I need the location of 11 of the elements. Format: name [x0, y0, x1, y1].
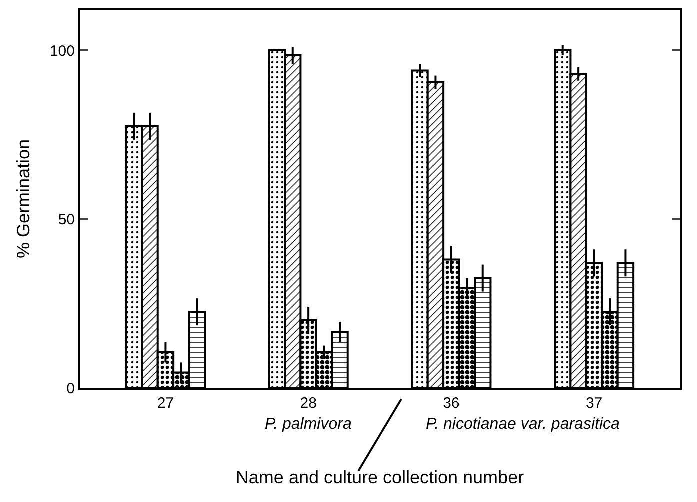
x-axis-title: Name and culture collection number [236, 468, 524, 488]
x-tick-label: 28 [300, 395, 317, 412]
x-tick-label: 37 [586, 395, 603, 412]
x-tick-label: 27 [157, 395, 174, 412]
y-tick-label: 100 [50, 42, 75, 60]
text: P. palmivora [265, 416, 352, 433]
y-axis-title: % Germination [14, 139, 34, 259]
x-tick-label: 36 [443, 395, 460, 412]
y-tick-label: 0 [66, 380, 75, 398]
y-tick-label: 50 [58, 212, 75, 228]
text: P. nicotianae var. parasitica [426, 416, 620, 433]
